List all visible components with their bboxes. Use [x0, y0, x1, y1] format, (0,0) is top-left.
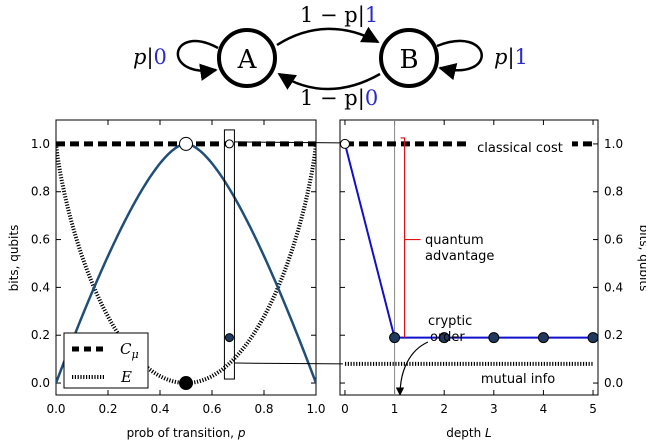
- right-marker: [339, 138, 350, 149]
- mutual-info-bg: [470, 370, 566, 387]
- node-a: [217, 28, 277, 88]
- self-a-label: p|0: [133, 45, 167, 70]
- left-ytick-label: 0.4: [31, 280, 50, 294]
- right-xtick-label: 1: [391, 402, 399, 416]
- b-to-a-label: 1 − p|0: [300, 86, 378, 111]
- edge-b-to-a: [277, 72, 381, 91]
- left-xtick-label: 0.4: [150, 402, 169, 416]
- left-ytick-label: 1.0: [31, 137, 50, 151]
- left-marker: [179, 136, 193, 151]
- left-xtick-label: 0.8: [254, 402, 273, 416]
- series-quantum: [343, 143, 594, 339]
- left-marker: [179, 376, 193, 391]
- self-loop-b: [436, 39, 483, 81]
- self-b-label: p|1: [494, 45, 528, 70]
- right-ytick-label: 0.2: [604, 328, 623, 342]
- right-ylabel: bits, qubits: [637, 225, 646, 292]
- a-to-b-label: 1 − p|1: [300, 3, 378, 28]
- right-marker: [587, 332, 599, 344]
- right-marker: [488, 332, 500, 344]
- right-ytick-label: 0.0: [604, 376, 623, 390]
- left-ytick-label: 0.6: [31, 233, 50, 247]
- left-ylabel: bits, qubits: [7, 225, 21, 292]
- quantum-advantage-label-1: quantum: [425, 233, 484, 248]
- highlight-box: [223, 129, 235, 380]
- quantum-advantage-label-2: advantage: [425, 249, 494, 264]
- left-marker: [224, 139, 234, 149]
- right-ticks: 0 1 2 3 4 5 0.0 0.2 0.4 0.6 0.8 1.0: [340, 120, 623, 416]
- left-ticks: 0.0 0.2 0.4 0.6 0.8 1.0 0.0 0.2 0.4 0.6 0.8 1.0: [31, 120, 326, 416]
- left-xtick-label: 1.0: [306, 402, 325, 416]
- quantum-advantage-bracket: [400, 137, 421, 338]
- right-marker: [537, 332, 549, 344]
- node-b: [379, 28, 439, 88]
- left-chart: 0.0 0.2 0.4 0.6 0.8 1.0 0.0 0.2 0.4 0.6 0.8 1.0 Cμ …: [7, 119, 326, 440]
- node-a-label: A: [237, 45, 258, 75]
- right-chart: 0 1 2 3 4 50.00.20.40.60.81.0 classical cost …: [339, 119, 646, 440]
- legend-e-label: E: [120, 368, 132, 386]
- right-xtick-label: 3: [490, 402, 498, 416]
- classical-cost-label: classical cost: [477, 141, 563, 156]
- classical-cost-bg: [468, 139, 572, 156]
- mutual-info-label: mutual info: [481, 372, 555, 387]
- right-xlabel: depth L: [446, 426, 491, 440]
- right-marker: [438, 332, 450, 344]
- right-ytick-label: 0.4: [604, 280, 623, 294]
- legend: Cμ E: [63, 332, 149, 389]
- left-xtick-label: 0.2: [98, 402, 117, 416]
- state-diagram: A B p|0 1 − p|1 1 − p|0 p|1: [133, 3, 528, 111]
- left-ytick-label: 0.8: [31, 185, 50, 199]
- right-ytick-label: 1.0: [604, 137, 623, 151]
- right-plot-frame: [339, 119, 599, 396]
- right-xtick-label: 5: [589, 402, 597, 416]
- left-marker: [224, 333, 234, 343]
- left-xtick-label: 0.6: [202, 402, 221, 416]
- self-loop-a: [176, 40, 219, 81]
- left-ytick-label: 0.2: [31, 328, 50, 342]
- right-xtick-label: 4: [540, 402, 548, 416]
- cryptic-order-label-1: cryptic: [428, 314, 472, 329]
- left-xlabel: prob of transition, p: [127, 426, 246, 440]
- connector-top: [234, 141, 340, 144]
- right-xtick-label: 0: [341, 402, 349, 416]
- left-ytick-label: 0.0: [31, 376, 50, 390]
- left-xtick-label: 0.0: [46, 402, 65, 416]
- cryptic-order-arrow: [395, 341, 429, 396]
- right-markers: [339, 138, 599, 344]
- node-b-label: B: [399, 45, 418, 75]
- left-plot-frame: [55, 119, 317, 396]
- right-ytick-label: 0.6: [604, 233, 623, 247]
- edge-a-to-b: [276, 26, 380, 47]
- left-markers: [179, 136, 234, 391]
- cryptic-order-label-2: order: [430, 330, 465, 345]
- right-ytick-label: 0.8: [604, 185, 623, 199]
- connector-bottom: [234, 362, 343, 365]
- right-marker: [389, 332, 401, 344]
- right-xtick-label: 2: [440, 402, 448, 416]
